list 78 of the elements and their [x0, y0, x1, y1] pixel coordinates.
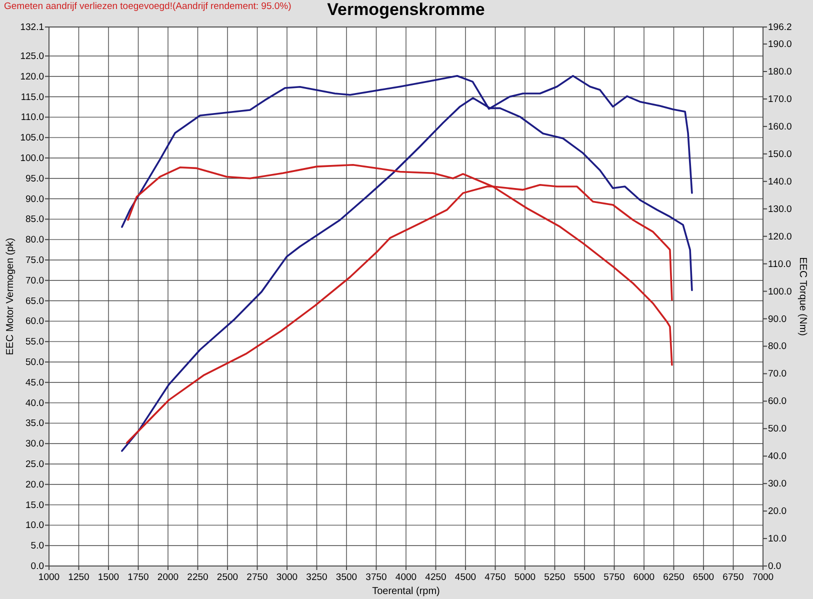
- x-tick-label: 6000: [633, 572, 655, 583]
- x-tick-label: 5000: [514, 572, 536, 583]
- y2-tick-label: 120.0: [768, 231, 792, 242]
- x-tick-label: 5750: [604, 572, 625, 583]
- y-tick-label: 90.0: [26, 194, 44, 205]
- x-tick-label: 4250: [425, 572, 446, 583]
- y2-tick-label: 180.0: [768, 66, 792, 78]
- y-tick-label: 40.0: [26, 398, 44, 409]
- y2-tick-label: 190.0: [768, 39, 792, 50]
- y-tick-label: 0.0: [30, 561, 44, 572]
- y-tick-label: 120.0: [20, 71, 44, 82]
- y2-tick-label: 170.0: [768, 94, 792, 105]
- x-tick-label: 3000: [276, 572, 298, 583]
- y-tick-label: 65.0: [26, 296, 44, 307]
- x-tick-label: 2250: [187, 572, 208, 583]
- y2-tick-label: 150.0: [768, 148, 792, 160]
- x-tick-label: 2000: [157, 572, 179, 583]
- x-tick-label: 6750: [722, 572, 744, 583]
- y-tick-label: 80.0: [26, 234, 44, 246]
- x-tick-label: 2500: [216, 572, 238, 583]
- y-tick-label: 95.0: [26, 173, 44, 184]
- y2-tick-label: 0.0: [768, 561, 782, 572]
- text: Gemeten aandrijf verliezen toegevoegd!(Aandrijf rendement: 95.0%): [4, 1, 292, 12]
- y2-tick-label: 30.0: [768, 478, 786, 490]
- x-tick-label: 4500: [454, 572, 476, 583]
- y-tick-label: 110.0: [20, 112, 44, 124]
- y2-tick-label: 50.0: [768, 424, 786, 435]
- x-tick-label: 5250: [544, 572, 566, 583]
- y-tick-label: 60.0: [26, 316, 44, 328]
- x-tick-label: 3250: [306, 572, 328, 583]
- y-tick-label: 50.0: [26, 356, 44, 368]
- y-tick-label: 125.0: [20, 50, 44, 62]
- y2-tick-label: 140.0: [768, 176, 792, 188]
- y2-tick-label: 70.0: [768, 368, 786, 380]
- y2-tick-label: 196.2: [768, 22, 792, 33]
- x-tick-label: 4000: [395, 572, 417, 583]
- y-tick-label: 45.0: [26, 377, 44, 388]
- x-tick-label: 3500: [336, 572, 358, 583]
- y-tick-label: 100.0: [20, 152, 44, 164]
- x-tick-label: 1000: [38, 572, 60, 583]
- y-tick-label: 20.0: [26, 479, 44, 490]
- y2-tick-label: 20.0: [768, 506, 786, 518]
- y-tick-label: 30.0: [26, 438, 44, 450]
- y2-tick-label: 110.0: [768, 258, 792, 270]
- y-tick-label: 115.0: [20, 92, 44, 103]
- y-tick-label: 75.0: [26, 254, 44, 266]
- y2-tick-label: 130.0: [768, 204, 792, 215]
- y2-axis-title: EEC Torque (Nm): [797, 257, 808, 336]
- y-tick-label: 105.0: [20, 132, 44, 144]
- y-tick-label: 35.0: [26, 418, 44, 430]
- x-tick-label: 6250: [663, 572, 684, 583]
- y2-tick-label: 80.0: [768, 341, 786, 352]
- y-axis-title: EEC Motor Vermogen (pk): [5, 238, 16, 356]
- y-tick-label: 10.0: [26, 520, 44, 532]
- y-tick-label: 85.0: [26, 214, 44, 226]
- x-tick-label: 1750: [128, 572, 149, 583]
- y2-tick-label: 40.0: [768, 451, 786, 462]
- y-tick-label: 70.0: [26, 275, 44, 286]
- x-axis-title: Toerental (rpm): [372, 586, 440, 597]
- y2-tick-label: 160.0: [768, 121, 792, 132]
- x-tick-label: 1250: [68, 572, 90, 583]
- y2-tick-label: 60.0: [768, 396, 786, 408]
- x-tick-label: 6500: [692, 572, 714, 583]
- y2-tick-label: 100.0: [768, 286, 792, 298]
- x-tick-label: 3750: [366, 572, 387, 583]
- x-tick-label: 7000: [752, 572, 774, 583]
- y-tick-label: 132.1: [20, 22, 44, 33]
- x-tick-label: 1500: [98, 572, 120, 583]
- chart-title: Vermogenskromme: [327, 0, 485, 19]
- y2-tick-label: 10.0: [768, 534, 786, 545]
- x-tick-label: 2750: [246, 572, 268, 583]
- x-tick-label: 4750: [484, 572, 506, 583]
- y-tick-label: 25.0: [26, 458, 44, 470]
- y2-tick-label: 90.0: [768, 314, 786, 325]
- y-tick-label: 5.0: [30, 540, 44, 552]
- y-tick-label: 55.0: [26, 336, 44, 348]
- y-tick-label: 15.0: [26, 500, 44, 511]
- x-tick-label: 5500: [574, 572, 596, 583]
